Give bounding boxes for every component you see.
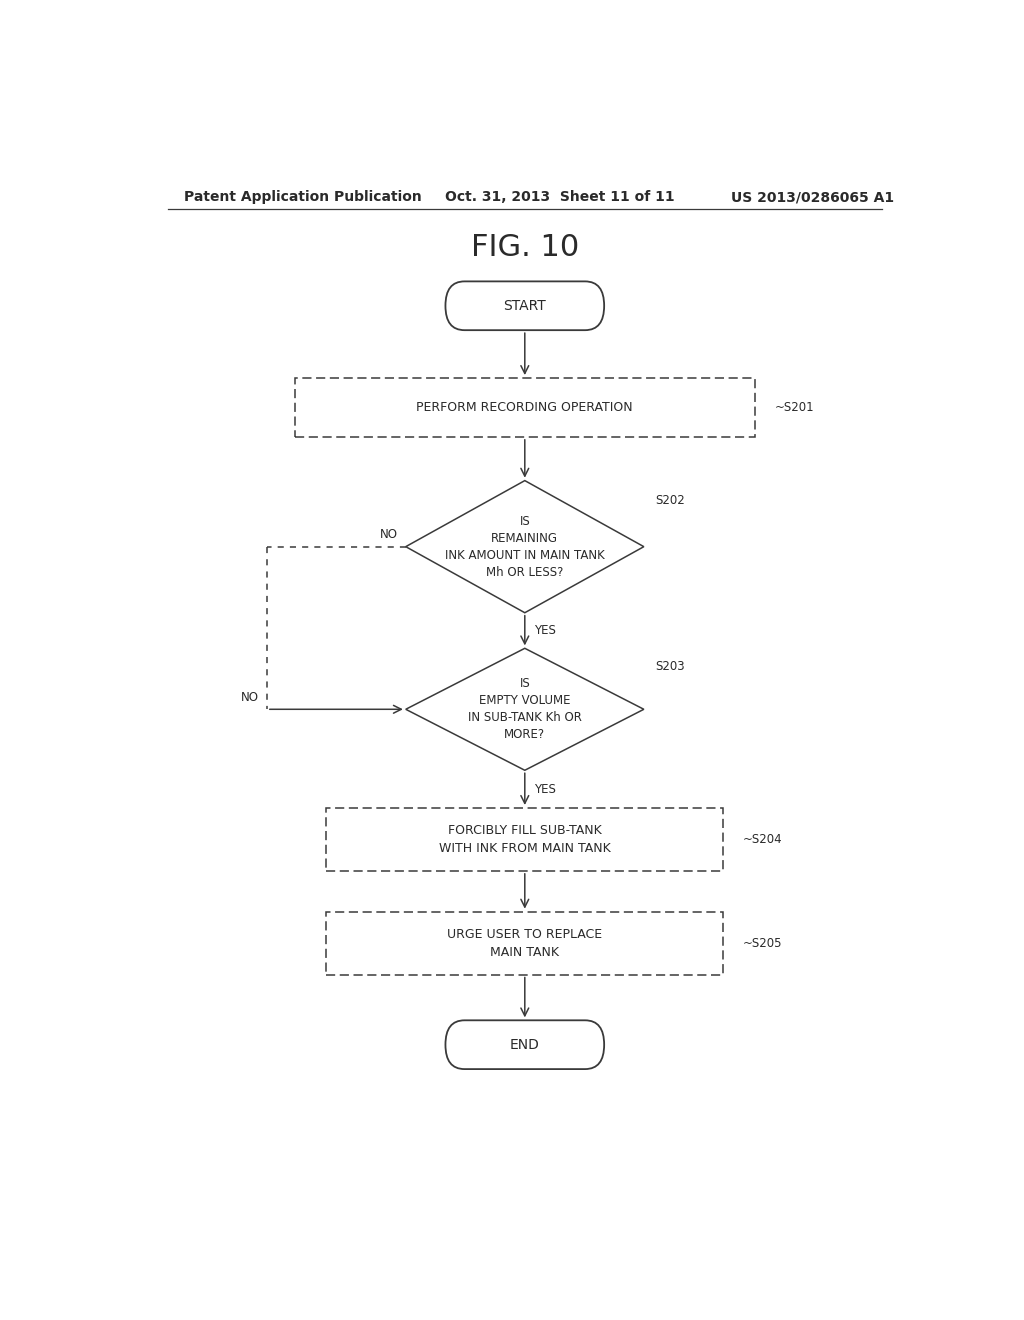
- Text: IS
REMAINING
INK AMOUNT IN MAIN TANK
Mh OR LESS?: IS REMAINING INK AMOUNT IN MAIN TANK Mh …: [444, 515, 605, 578]
- FancyBboxPatch shape: [295, 378, 755, 437]
- Text: URGE USER TO REPLACE
MAIN TANK: URGE USER TO REPLACE MAIN TANK: [447, 928, 602, 958]
- FancyBboxPatch shape: [445, 281, 604, 330]
- Text: START: START: [504, 298, 546, 313]
- FancyBboxPatch shape: [327, 912, 723, 974]
- Text: S202: S202: [655, 494, 685, 507]
- Text: YES: YES: [535, 624, 556, 638]
- Text: NO: NO: [380, 528, 397, 541]
- Text: END: END: [510, 1038, 540, 1052]
- Text: ~S201: ~S201: [775, 401, 814, 414]
- Text: ~S205: ~S205: [743, 937, 782, 949]
- FancyBboxPatch shape: [327, 808, 723, 871]
- Text: Patent Application Publication: Patent Application Publication: [183, 190, 421, 205]
- Text: FIG. 10: FIG. 10: [471, 234, 579, 263]
- Text: S203: S203: [655, 660, 685, 673]
- Text: FORCIBLY FILL SUB-TANK
WITH INK FROM MAIN TANK: FORCIBLY FILL SUB-TANK WITH INK FROM MAI…: [439, 824, 610, 855]
- Text: Oct. 31, 2013  Sheet 11 of 11: Oct. 31, 2013 Sheet 11 of 11: [445, 190, 675, 205]
- Text: IS
EMPTY VOLUME
IN SUB-TANK Kh OR
MORE?: IS EMPTY VOLUME IN SUB-TANK Kh OR MORE?: [468, 677, 582, 742]
- Text: US 2013/0286065 A1: US 2013/0286065 A1: [731, 190, 894, 205]
- FancyBboxPatch shape: [445, 1020, 604, 1069]
- Text: ~S204: ~S204: [743, 833, 782, 846]
- Text: PERFORM RECORDING OPERATION: PERFORM RECORDING OPERATION: [417, 401, 633, 414]
- Text: YES: YES: [535, 783, 556, 796]
- Text: NO: NO: [241, 690, 259, 704]
